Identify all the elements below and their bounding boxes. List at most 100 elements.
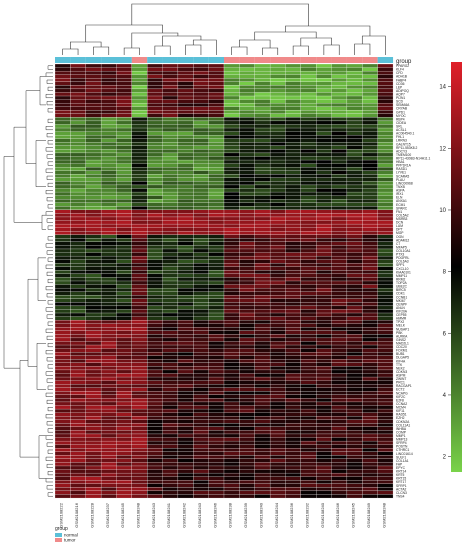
heatmap-cell (316, 416, 332, 420)
heatmap-cell (346, 330, 363, 335)
heatmap-cell (116, 159, 132, 164)
heatmap-cell (85, 135, 102, 139)
heatmap-cell (208, 359, 225, 363)
heatmap-cell (346, 437, 363, 442)
heatmap-cell (346, 398, 363, 403)
heatmap-cell (300, 291, 317, 296)
heatmap-cell (285, 373, 301, 378)
heatmap-cell (162, 195, 179, 200)
heatmap-cell (193, 209, 209, 214)
heatmap-cell (54, 124, 71, 129)
heatmap-cell (239, 472, 255, 477)
heatmap-cell (362, 309, 378, 314)
heatmap-cell (70, 419, 86, 424)
color-scale-tick-label: 10 (439, 208, 446, 214)
heatmap-cell (208, 416, 225, 420)
heatmap-cell (147, 241, 163, 246)
heatmap-cell (100, 430, 117, 435)
heatmap-cell (147, 156, 163, 161)
heatmap-cell (377, 195, 394, 200)
heatmap-cells (54, 63, 394, 499)
heatmap-cell (300, 159, 317, 164)
heatmap-cell (54, 373, 71, 378)
heatmap-cell (193, 120, 209, 125)
heatmap-cell (346, 444, 363, 449)
heatmap-cell (100, 284, 117, 289)
row-label: CCNA2 (396, 402, 407, 406)
heatmap-cell (377, 437, 394, 442)
heatmap-cell (239, 440, 255, 445)
row-dendrogram-branch (46, 218, 53, 223)
heatmap-cell (116, 490, 132, 495)
heatmap-cell (70, 458, 86, 463)
heatmap-cell (100, 241, 117, 246)
heatmap-cell (239, 327, 255, 331)
heatmap-cell (269, 103, 286, 107)
heatmap-cell (377, 245, 394, 250)
heatmap-cell (331, 206, 348, 211)
heatmap-cell (100, 355, 117, 360)
heatmap-cell (208, 302, 225, 307)
heatmap-cell (362, 423, 378, 428)
heatmap-cell (131, 440, 148, 445)
annotation-cell (224, 57, 240, 63)
heatmap-cell (346, 88, 363, 93)
heatmap-cell (285, 70, 301, 75)
heatmap-cell (85, 455, 102, 460)
heatmap-cell (54, 167, 71, 171)
heatmap-cell (239, 263, 255, 267)
heatmap-cell (177, 451, 194, 456)
heatmap-cell (54, 85, 71, 90)
row-label: ECM1 (396, 203, 405, 207)
heatmap-cell (300, 412, 317, 417)
heatmap-cell (162, 78, 179, 82)
heatmap-cell (223, 416, 240, 420)
heatmap-cell (131, 117, 148, 122)
heatmap-cell (193, 472, 209, 477)
heatmap-cell (316, 142, 332, 146)
heatmap-cell (223, 366, 240, 371)
heatmap-cell (177, 248, 194, 253)
heatmap-cell (269, 440, 286, 445)
heatmap-cell (208, 78, 225, 82)
heatmap-cell (362, 213, 378, 218)
heatmap-cell (300, 416, 317, 420)
heatmap-cell (116, 67, 132, 72)
row-label: KIAA0101 (396, 270, 411, 274)
row-dendrogram-branch (47, 428, 53, 433)
heatmap-cell (269, 238, 286, 243)
heatmap-cell (70, 181, 86, 186)
heatmap-cell (162, 291, 179, 296)
heatmap-cell (346, 291, 363, 296)
heatmap-cell (116, 117, 132, 122)
heatmap-cell (239, 355, 255, 360)
heatmap-cell (346, 287, 363, 292)
heatmap-cell (116, 135, 132, 139)
heatmap-cell (285, 312, 301, 317)
heatmap-cell (177, 117, 194, 122)
heatmap-cell (331, 327, 348, 331)
heatmap-cell (377, 252, 394, 257)
heatmap-cell (85, 206, 102, 211)
heatmap-cell (70, 70, 86, 75)
heatmap-cell (239, 209, 255, 214)
heatmap-cell (316, 145, 332, 150)
heatmap-cell (331, 138, 348, 143)
heatmap-cell (131, 490, 148, 495)
heatmap-cell (239, 451, 255, 456)
heatmap-cell (285, 416, 301, 420)
heatmap-cell (316, 476, 332, 481)
row-label: ADCY3 (396, 149, 407, 153)
heatmap-cell (346, 167, 363, 171)
heatmap-cell (346, 309, 363, 314)
heatmap-cell (147, 280, 163, 285)
heatmap-cell (208, 309, 225, 314)
heatmap-cell (193, 359, 209, 363)
heatmap-cell (300, 362, 317, 367)
heatmap-cell (254, 127, 271, 132)
row-label: RP11-430B3-N14H11.1 (396, 157, 430, 161)
heatmap-cell (239, 238, 255, 243)
heatmap-cell (100, 231, 117, 235)
heatmap-cell (346, 74, 363, 79)
heatmap-cell (239, 465, 255, 470)
